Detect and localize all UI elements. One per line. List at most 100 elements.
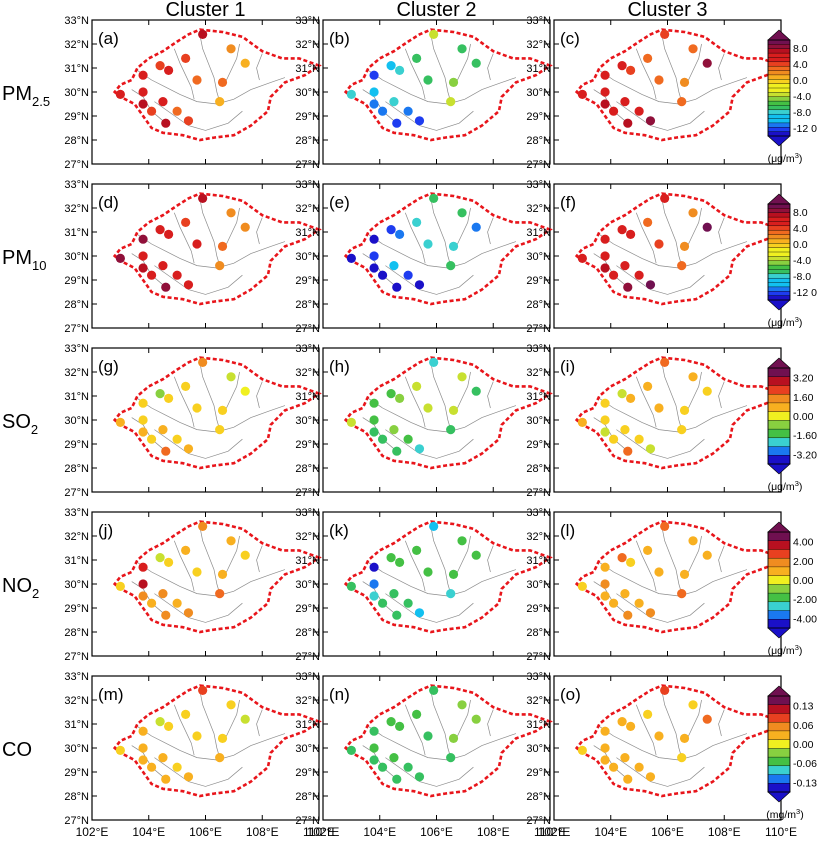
river-line bbox=[456, 371, 471, 411]
colorbar-tick-label: -4.0 bbox=[793, 91, 811, 103]
lat-tick-label: 33°N bbox=[64, 671, 89, 683]
lat-tick-label: 28°N bbox=[295, 791, 320, 803]
lon-tick-label: 104°E bbox=[594, 825, 627, 839]
region-boundary bbox=[343, 192, 553, 306]
panel-frame bbox=[91, 19, 320, 165]
lat-tick-label: 29°N bbox=[295, 603, 320, 615]
station-point bbox=[679, 569, 690, 580]
river-line bbox=[256, 381, 263, 409]
river-line bbox=[404, 704, 426, 756]
lat-tick-label: 31°N bbox=[526, 719, 551, 731]
river-line bbox=[718, 217, 725, 245]
lat-tick-label: 32°N bbox=[64, 695, 89, 707]
station-point bbox=[679, 77, 690, 87]
river-line bbox=[635, 212, 657, 264]
station-point bbox=[138, 755, 148, 765]
colorbar-tick-label: -2.00 bbox=[793, 594, 817, 606]
colorbar-segment bbox=[767, 92, 791, 98]
station-point bbox=[643, 381, 653, 391]
station-point bbox=[677, 753, 687, 763]
lat-tick-label: 30°N bbox=[526, 87, 551, 99]
lat-tick-label: 28°N bbox=[526, 299, 551, 311]
station-point bbox=[392, 774, 402, 784]
lat-tick-label: 31°N bbox=[526, 391, 551, 403]
station-point bbox=[138, 234, 148, 244]
colorbar-segment bbox=[767, 584, 791, 594]
lon-tick-label: 102°E bbox=[76, 825, 109, 839]
colorbar-segment bbox=[767, 713, 791, 723]
station-point bbox=[634, 762, 644, 772]
station-point bbox=[448, 569, 459, 580]
colorbar-segment bbox=[767, 277, 791, 284]
station-point bbox=[446, 97, 456, 107]
lat-tick-label: 32°N bbox=[295, 531, 320, 543]
colorbar-segment bbox=[767, 87, 791, 93]
river-line bbox=[616, 101, 705, 131]
lat-tick-label: 31°N bbox=[295, 391, 320, 403]
river-line bbox=[661, 34, 683, 102]
river-line bbox=[225, 535, 240, 575]
colorbar-segment bbox=[767, 756, 791, 767]
station-point bbox=[146, 270, 157, 280]
station-point bbox=[369, 726, 379, 736]
station-point bbox=[600, 743, 610, 753]
station-point bbox=[183, 280, 194, 290]
station-point bbox=[240, 550, 250, 560]
river-line bbox=[154, 429, 243, 459]
region-boundary bbox=[112, 28, 322, 142]
lat-tick-label: 33°N bbox=[64, 343, 89, 355]
lat-tick-label: 32°N bbox=[526, 367, 551, 379]
station-point bbox=[115, 253, 125, 263]
lat-tick-label: 33°N bbox=[526, 507, 551, 519]
station-point bbox=[392, 282, 402, 292]
station-point bbox=[240, 222, 250, 232]
colorbar-segment bbox=[767, 61, 791, 67]
colorbar-segment bbox=[767, 225, 791, 231]
lat-tick-label: 27°N bbox=[64, 323, 89, 335]
lat-tick-label: 31°N bbox=[64, 555, 89, 567]
station-point bbox=[626, 557, 636, 568]
panel-label: (f) bbox=[560, 193, 576, 212]
colorbar-3: 3.20 1.60 0.00 -1.60 -3.20 (μg/m3) bbox=[767, 357, 817, 493]
station-point bbox=[386, 717, 396, 727]
station-point bbox=[138, 251, 148, 261]
station-point bbox=[369, 755, 379, 765]
station-point bbox=[623, 118, 633, 128]
lat-tick-label: 29°N bbox=[295, 767, 320, 779]
colorbar-4: 4.00 2.00 0.00 -2.00 -4.00 (μg/m3) bbox=[767, 521, 817, 657]
station-point bbox=[215, 425, 225, 435]
station-point bbox=[198, 193, 208, 203]
lat-tick-label: 31°N bbox=[64, 63, 89, 75]
map-panel-0: 33°N 32°N 31°N 30°N 29°N 28°N 27°N (a) bbox=[64, 15, 322, 171]
station-point bbox=[369, 251, 379, 261]
station-point bbox=[346, 745, 356, 756]
colorbar-frame bbox=[767, 39, 791, 137]
station-point bbox=[155, 553, 165, 563]
colorbar-segment bbox=[767, 105, 791, 111]
colorbar-segment bbox=[767, 234, 791, 240]
lat-tick-label: 30°N bbox=[526, 415, 551, 427]
river-line bbox=[225, 207, 240, 247]
lon-tick-label: 102°E bbox=[538, 825, 571, 839]
map-panel-11: 33°N 32°N 31°N 30°N 29°N 28°N 27°N (l) bbox=[526, 507, 784, 663]
station-point bbox=[623, 610, 633, 620]
station-point bbox=[138, 562, 148, 572]
colorbar-segment bbox=[767, 610, 791, 620]
station-point bbox=[395, 721, 405, 732]
river-line bbox=[599, 70, 748, 105]
river-line bbox=[456, 699, 471, 739]
colorbar-tick-label: 4.0 bbox=[793, 223, 808, 235]
colorbar-segment bbox=[767, 96, 791, 102]
colorbar-tick-label: 0.13 bbox=[793, 701, 814, 713]
colorbar-frame bbox=[767, 695, 791, 793]
river-line bbox=[718, 53, 725, 81]
station-point bbox=[395, 229, 405, 239]
region-boundary bbox=[343, 520, 553, 634]
station-point bbox=[164, 65, 174, 75]
lat-tick-label: 30°N bbox=[526, 579, 551, 591]
panel-frame bbox=[91, 675, 320, 821]
lat-tick-label: 28°N bbox=[295, 463, 320, 475]
station-point bbox=[389, 261, 399, 271]
colorbar-segment bbox=[767, 286, 791, 292]
